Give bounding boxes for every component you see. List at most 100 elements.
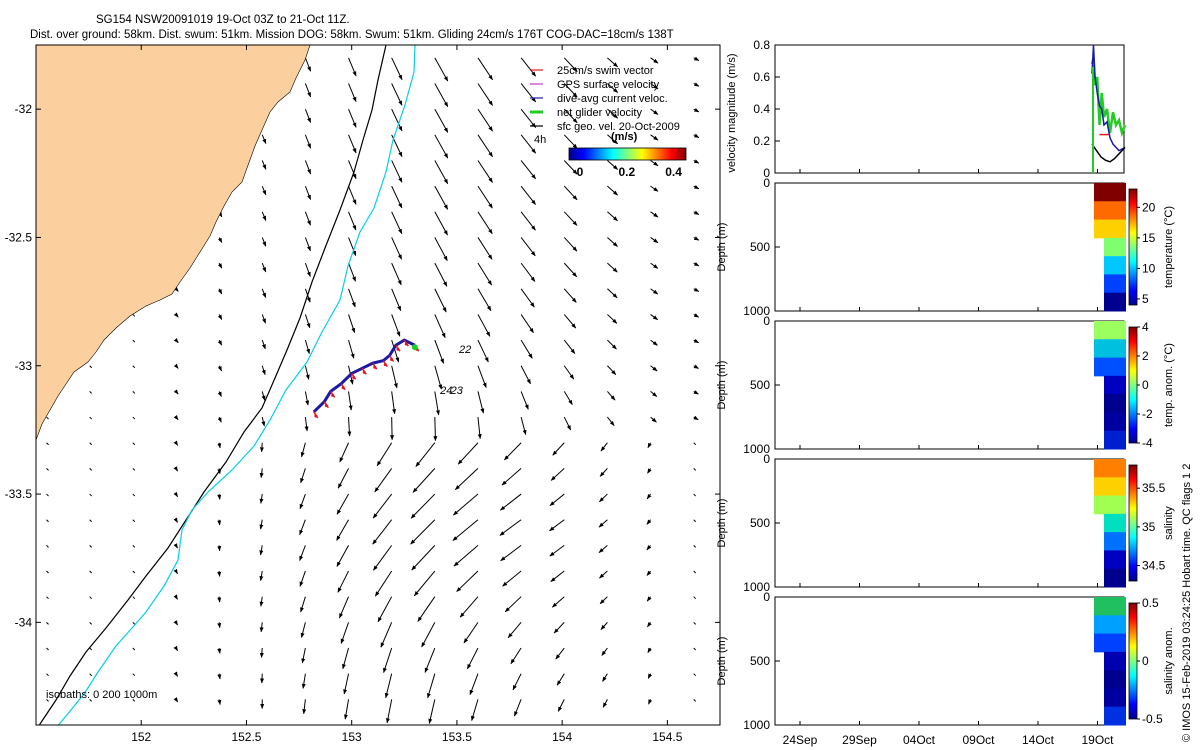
current-vector — [46, 416, 49, 420]
current-vector — [433, 417, 438, 442]
current-vector — [304, 339, 311, 355]
day-label: 22 — [458, 344, 471, 356]
current-vector — [89, 442, 93, 446]
current-vector — [339, 442, 349, 463]
current-vector — [304, 134, 312, 149]
section-data-band — [1104, 256, 1126, 275]
current-vector — [391, 211, 403, 235]
current-vector — [693, 133, 700, 138]
current-vector — [520, 211, 536, 231]
current-vector — [347, 417, 352, 437]
current-vector — [477, 160, 493, 183]
section-y-label: Depth (m) — [716, 361, 728, 410]
velocity-y-tick-label: 0.2 — [753, 134, 770, 148]
scale-label: 4h — [534, 134, 546, 146]
current-vector — [217, 545, 222, 552]
current-vector — [477, 237, 493, 260]
velocity-frame — [774, 44, 1125, 174]
current-vector — [500, 493, 522, 511]
current-vector — [391, 237, 403, 260]
section-colorbar-label: salinity anom. — [1163, 627, 1175, 694]
section-colorbar-tick-label: 35.5 — [1142, 481, 1166, 495]
current-vector — [456, 570, 479, 592]
map-x-tick-label: 152.5 — [231, 730, 261, 744]
current-vector — [557, 699, 565, 712]
current-vector — [466, 647, 479, 670]
current-vector — [348, 314, 356, 334]
current-vector — [650, 391, 658, 397]
current-vector — [46, 698, 49, 702]
current-vector — [336, 519, 349, 541]
current-vector — [504, 442, 522, 461]
current-vector — [348, 211, 357, 231]
current-vector — [600, 622, 608, 630]
current-vector — [520, 391, 529, 410]
current-vector — [693, 82, 700, 87]
current-vector — [650, 134, 659, 141]
current-vector — [693, 545, 697, 548]
current-vector — [46, 570, 49, 574]
velocity-y-tick-label: 0.6 — [753, 70, 770, 84]
current-vector — [607, 211, 618, 222]
current-vector — [46, 519, 49, 523]
current-vector — [647, 442, 652, 449]
current-vector — [555, 647, 565, 660]
current-vector — [217, 314, 223, 320]
current-vector — [217, 596, 222, 603]
current-vector — [424, 647, 436, 673]
current-vector — [650, 365, 658, 372]
current-vector — [132, 647, 136, 651]
current-vector — [374, 468, 393, 493]
time-tick-label: 04Oct — [903, 733, 936, 747]
current-vector — [502, 570, 522, 587]
current-vector — [599, 596, 608, 605]
map-y-tick-label: -33 — [15, 359, 33, 373]
swim-marker — [324, 404, 328, 408]
current-vector — [598, 544, 608, 553]
current-vector — [391, 391, 397, 415]
current-vector — [650, 160, 659, 167]
time-tick-label: 24Sep — [783, 733, 818, 747]
map-x-tick-label: 152 — [131, 730, 151, 744]
current-vector — [693, 468, 697, 471]
section-data-band — [1104, 394, 1126, 413]
current-vector — [348, 262, 357, 282]
current-vector — [477, 417, 482, 440]
current-vector — [89, 570, 93, 574]
current-vector — [647, 622, 652, 628]
current-vector — [302, 699, 307, 715]
current-vector — [217, 442, 222, 449]
current-vector — [415, 442, 436, 467]
current-vector — [477, 211, 493, 235]
current-vector — [693, 159, 700, 164]
current-vector — [602, 673, 608, 682]
velocity-panel: 0 0.2 0.4 0.6 0.8 velocity magnitude (m/s) — [726, 38, 1127, 180]
current-vector — [217, 570, 222, 577]
colorbar-label: (m/s) — [611, 131, 638, 143]
current-vector — [261, 288, 267, 299]
current-vector — [376, 442, 393, 467]
current-vector — [132, 442, 136, 446]
current-vector — [434, 237, 448, 262]
current-vector — [607, 288, 618, 299]
current-vector — [553, 622, 565, 634]
current-vector — [348, 339, 355, 359]
current-vector — [501, 468, 522, 486]
current-vector — [132, 622, 136, 625]
current-vector — [607, 365, 617, 375]
current-vector — [563, 262, 578, 278]
current-vector — [372, 493, 393, 519]
net-velocity-marker — [411, 344, 418, 351]
current-vector — [173, 517, 178, 523]
section-data-band — [1104, 532, 1126, 551]
current-vector — [132, 596, 136, 600]
current-vector — [259, 493, 264, 504]
current-vector — [348, 108, 357, 128]
current-vector — [477, 262, 493, 286]
current-vector — [132, 519, 136, 523]
time-tick-label: 14Oct — [1022, 733, 1055, 747]
current-vector — [304, 314, 311, 329]
map-y-tick-label: -34 — [15, 615, 33, 629]
current-vector — [259, 647, 264, 658]
